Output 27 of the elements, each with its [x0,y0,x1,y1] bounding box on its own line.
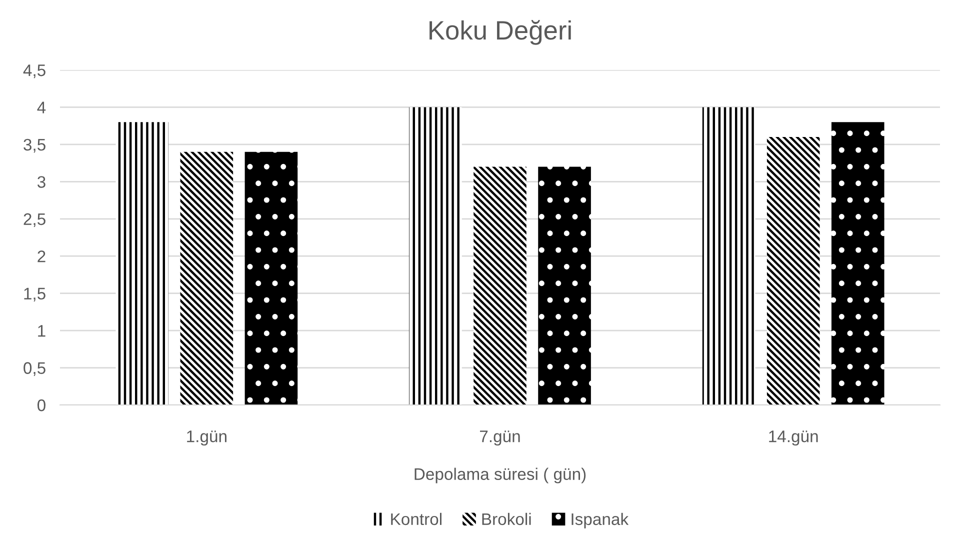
bar [766,137,820,405]
bar [409,107,462,405]
y-tick-label: 4 [37,102,46,114]
y-tick-label: 2,5 [24,213,46,228]
y-tick-label: 1 [38,325,46,337]
y-tick-label: 4,5 [23,64,46,78]
bar [474,166,526,405]
bar [831,122,884,405]
bar [538,166,591,405]
y-tick-label: 3 [37,176,46,188]
legend-label: Ispanak [572,512,629,528]
y-tick-label: 0 [37,399,46,412]
y-tick-label: 0,5 [24,362,46,376]
bar [244,152,298,405]
chart-title: Koku Değeri [430,20,571,45]
x-axis-title: Depolama süresi ( gün) [414,468,586,484]
legend-label: Brokoli [482,512,531,526]
bar [116,122,169,405]
x-tick-label: 14.gün [769,430,818,446]
bar [180,152,234,405]
x-tick-label: 1.gün [187,430,226,446]
x-tick-label: 7.gün [480,430,520,446]
legend-label: Kontrol [391,512,442,526]
y-tick-label: 1,5 [24,288,46,302]
y-tick-label: 3,5 [24,138,46,153]
bar [702,107,756,405]
y-tick-label: 2 [38,250,46,262]
